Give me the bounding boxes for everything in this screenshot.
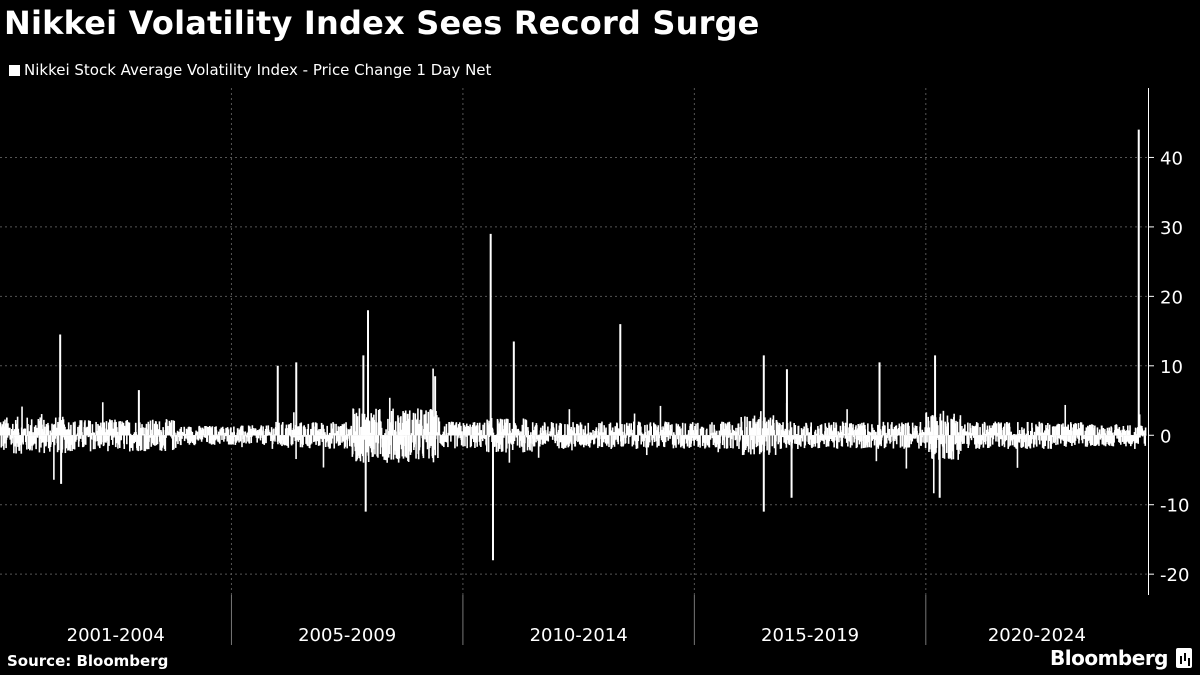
x-tick-label: 2010-2014 (530, 625, 628, 646)
y-tick-label: 20 (1160, 287, 1183, 308)
y-tick-label: 10 (1160, 357, 1183, 378)
y-tick-label: 0 (1160, 426, 1171, 447)
x-tick-label: 2005-2009 (298, 625, 396, 646)
x-tick-label: 2015-2019 (761, 625, 859, 646)
brand: Bloomberg (1050, 646, 1192, 670)
bloomberg-terminal-icon (1176, 648, 1192, 668)
brand-name: Bloomberg (1050, 646, 1168, 670)
chart-title: Nikkei Volatility Index Sees Record Surg… (4, 4, 760, 42)
x-tick-label: 2020-2024 (988, 625, 1086, 646)
y-tick-label: -20 (1160, 565, 1189, 586)
legend: Nikkei Stock Average Volatility Index - … (9, 61, 491, 79)
x-tick-label: 2001-2004 (67, 625, 165, 646)
source-note: Source: Bloomberg (7, 652, 169, 670)
y-tick-label: -10 (1160, 496, 1189, 517)
y-tick-label: 40 (1160, 148, 1183, 169)
legend-swatch (9, 64, 20, 76)
legend-label: Nikkei Stock Average Volatility Index - … (24, 61, 492, 79)
y-tick-label: 30 (1160, 218, 1183, 239)
